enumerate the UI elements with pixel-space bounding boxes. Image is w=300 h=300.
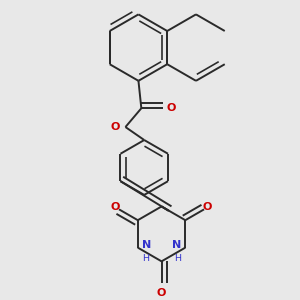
Text: O: O — [167, 103, 176, 113]
Text: H: H — [142, 254, 149, 263]
Text: N: N — [172, 240, 181, 250]
Text: N: N — [142, 240, 151, 250]
Text: O: O — [157, 288, 166, 298]
Text: H: H — [174, 254, 181, 263]
Text: O: O — [111, 202, 120, 212]
Text: O: O — [111, 122, 120, 132]
Text: O: O — [203, 202, 212, 212]
